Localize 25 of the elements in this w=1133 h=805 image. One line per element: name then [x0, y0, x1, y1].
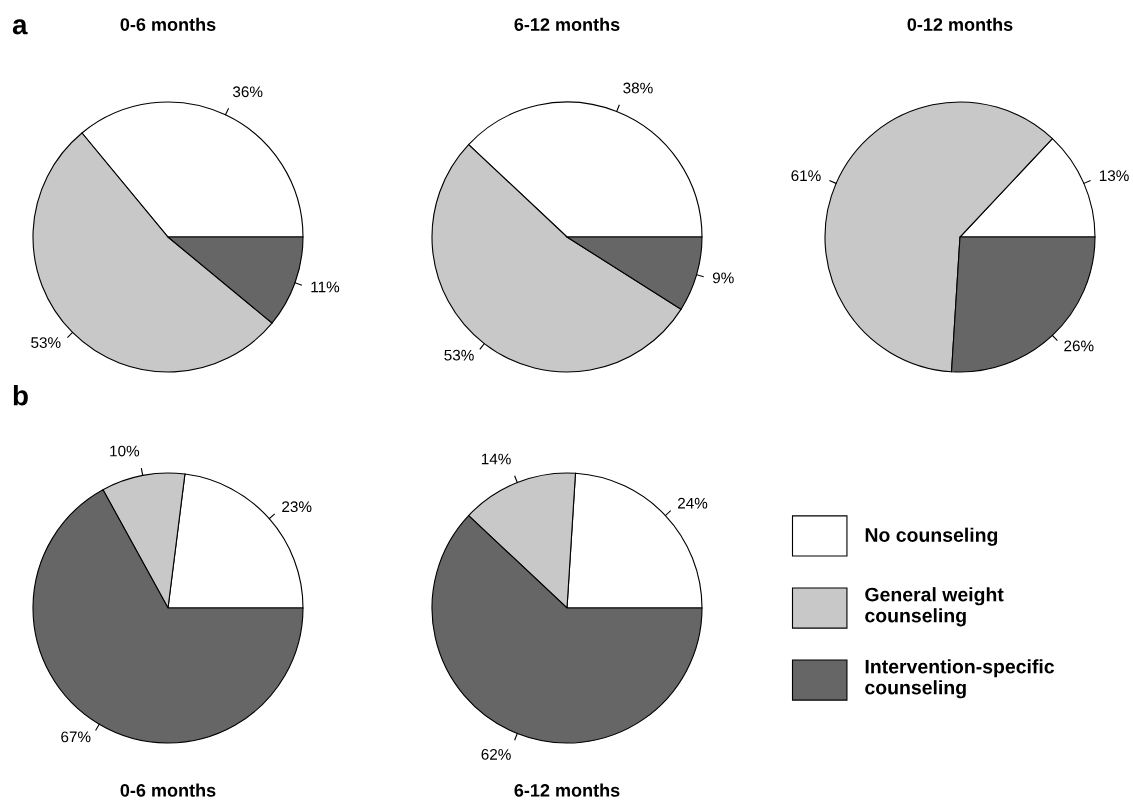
data-label: 11%	[311, 281, 340, 293]
data-label: 53%	[444, 349, 474, 361]
text: a	[12, 19, 28, 35]
legend-label: General weight counseling	[865, 587, 1004, 627]
data-label: 61%	[791, 170, 821, 182]
text: b	[13, 385, 28, 406]
text: 6-12 months	[514, 783, 620, 797]
data-label: 13%	[1099, 170, 1129, 182]
data-label: 9%	[712, 272, 734, 284]
chart-title: 6-12 months	[514, 17, 620, 31]
data-label: 26%	[1064, 340, 1094, 352]
data-label: 36%	[232, 86, 263, 98]
data-label: 24%	[677, 497, 708, 509]
legend-label: Intervention-specific counseling	[865, 659, 1055, 699]
chart-title: 0-12 months	[907, 17, 1013, 31]
data-label: 53%	[31, 337, 61, 349]
data-label: 23%	[282, 501, 312, 513]
data-label: 67%	[61, 731, 91, 743]
data-label: 38%	[623, 82, 653, 94]
data-label: 62%	[481, 748, 511, 760]
chart-title: 0-6 months	[120, 17, 216, 31]
text: 0-6 months	[120, 783, 216, 797]
data-label: 10%	[110, 445, 140, 457]
legend-label: No counseling	[865, 527, 998, 546]
data-label: 14%	[481, 453, 511, 465]
